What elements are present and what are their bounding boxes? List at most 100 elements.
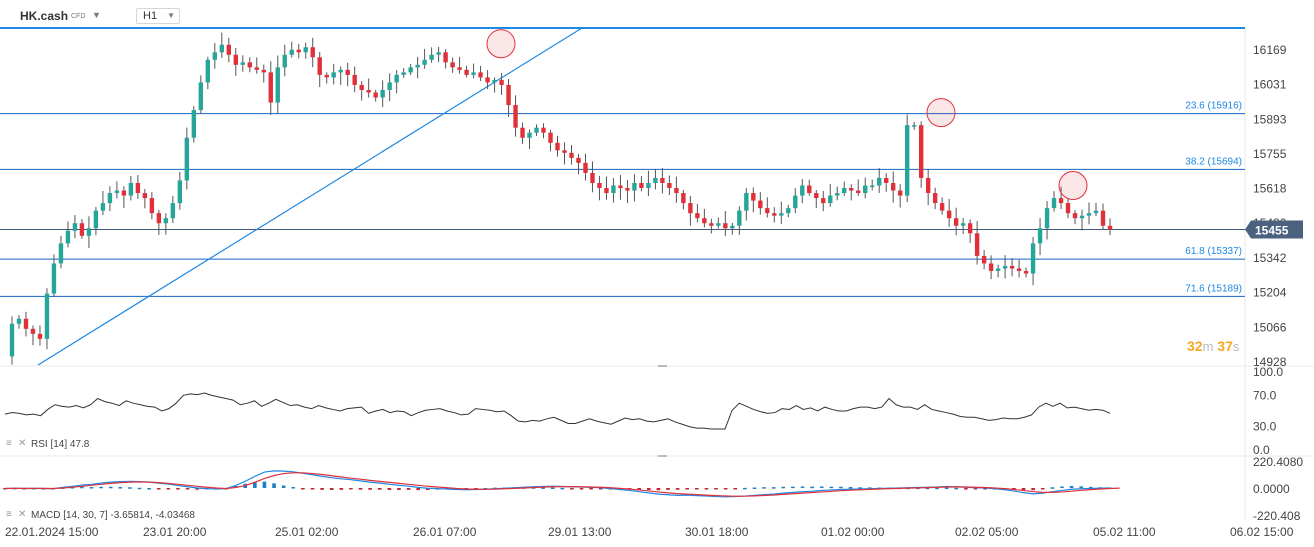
candle <box>219 32 225 59</box>
candle <box>904 114 910 203</box>
candle-body <box>541 127 546 133</box>
candle <box>51 254 57 297</box>
candle-body <box>1023 270 1029 274</box>
candle <box>604 176 609 200</box>
candle-body <box>226 44 231 55</box>
candle <box>716 217 721 229</box>
time-tick: 22.01.2024 15:00 <box>5 525 99 539</box>
candle-body <box>890 182 896 191</box>
current-price-value: 15455 <box>1255 224 1289 238</box>
candle <box>310 37 315 68</box>
candle-body <box>366 89 371 93</box>
time-tick: 25.01 02:00 <box>275 525 339 539</box>
candle-body <box>359 84 364 90</box>
candle <box>359 81 364 101</box>
candle-body <box>877 177 882 186</box>
candle <box>198 75 204 114</box>
candle-body <box>303 47 308 53</box>
indicator-menu-icon: ≡ <box>6 438 12 449</box>
candle <box>681 190 686 210</box>
candle-body <box>86 228 92 236</box>
candle-body <box>1079 215 1085 219</box>
candle <box>758 192 763 215</box>
candle <box>1100 203 1106 230</box>
candle-body <box>674 188 679 194</box>
macd-histogram-bar <box>272 483 276 488</box>
candle <box>205 56 211 90</box>
candle <box>667 175 672 196</box>
candle <box>960 217 966 235</box>
candle <box>527 129 532 150</box>
candle-body <box>897 190 903 196</box>
macd-histogram-bar <box>944 487 949 490</box>
candle-body <box>240 62 245 65</box>
macd-histogram-bar <box>550 487 555 490</box>
candle-body <box>373 92 378 98</box>
candle <box>911 121 917 130</box>
candle-body <box>1009 265 1015 269</box>
candle-body <box>471 72 476 75</box>
candle-body <box>953 218 959 226</box>
candle <box>471 63 476 79</box>
candle <box>16 315 22 329</box>
candle <box>828 183 833 207</box>
timeframe-select[interactable]: H1 ▼ <box>136 8 180 24</box>
candle <box>163 213 169 235</box>
pane-resize-handle[interactable] <box>658 365 667 367</box>
candle-body <box>1037 228 1043 244</box>
candle <box>30 325 36 346</box>
candle-body <box>506 84 511 106</box>
candle <box>380 80 385 108</box>
candle <box>338 66 343 85</box>
candle-body <box>800 185 805 196</box>
candle-body <box>107 193 113 204</box>
candle-body <box>128 182 134 196</box>
macd-histogram-bar <box>675 488 680 490</box>
macd-histogram-bar <box>320 488 324 490</box>
candle-body <box>415 64 420 68</box>
time-tick: 23.01 20:00 <box>143 525 207 539</box>
candle-body <box>632 182 637 191</box>
indicator-close-icon: ✕ <box>18 438 26 449</box>
candle <box>93 206 99 236</box>
candle-body <box>457 67 462 70</box>
candle-body <box>779 213 784 216</box>
highlight-circle <box>486 29 516 59</box>
candle-body <box>149 198 155 214</box>
macd-histogram-bar <box>829 486 834 489</box>
symbol-label[interactable]: HK.cash <box>20 9 69 23</box>
candle <box>981 250 987 270</box>
candle <box>233 47 238 76</box>
pane-resize-handle[interactable] <box>658 455 667 457</box>
candle-body <box>184 137 190 181</box>
candle-body <box>925 177 931 194</box>
candle-body <box>981 255 987 264</box>
candle-body <box>296 49 301 53</box>
candle-body <box>100 203 106 211</box>
macd-histogram-bar <box>156 488 161 490</box>
candle <box>1037 218 1043 256</box>
candle <box>925 169 931 206</box>
candle <box>506 79 511 117</box>
candle <box>464 65 469 78</box>
price-tick: 15204 <box>1253 286 1287 300</box>
candle <box>625 180 630 204</box>
candle-body <box>331 72 336 78</box>
macd-histogram-bar <box>99 486 103 489</box>
candle <box>590 161 595 193</box>
candle-body <box>814 193 819 199</box>
candle-body <box>436 52 441 55</box>
macd-histogram-bar <box>810 486 814 489</box>
candle-body <box>142 193 148 199</box>
candle-body <box>170 203 176 219</box>
candle <box>849 184 854 201</box>
candle-body <box>135 182 141 194</box>
fib-level-label: 71.6 (15189) <box>1185 283 1242 294</box>
candle-body <box>960 223 966 226</box>
macd-histogram-bar <box>253 481 257 488</box>
candle <box>562 142 567 165</box>
candle <box>541 123 546 139</box>
candle <box>436 46 441 63</box>
chevron-down-icon[interactable]: ▼ <box>92 10 101 20</box>
